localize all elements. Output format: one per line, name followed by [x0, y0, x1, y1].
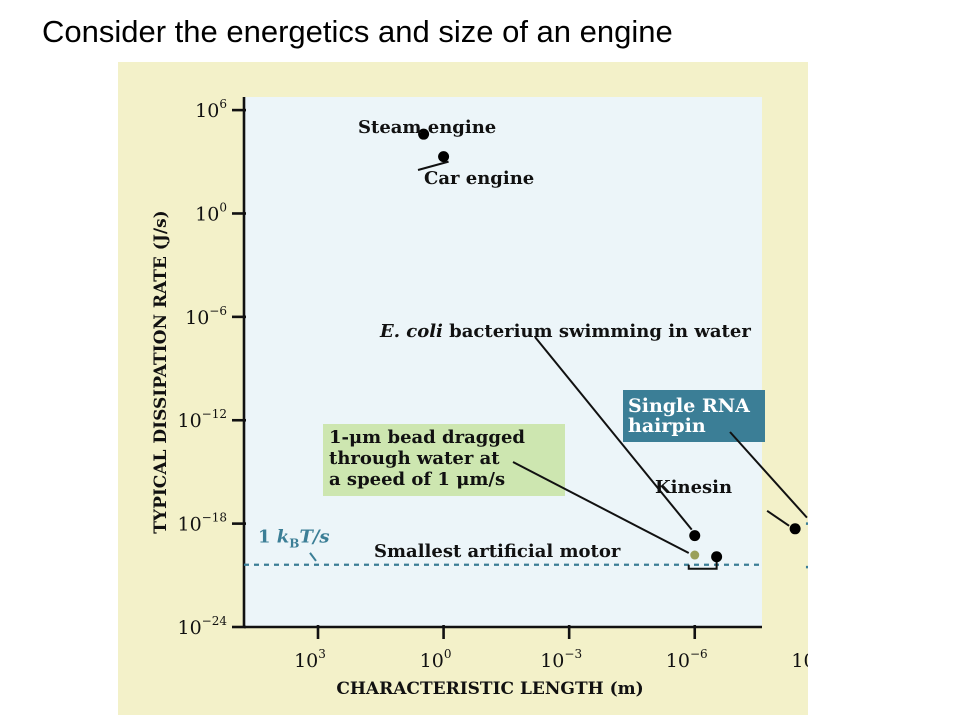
y-tick-base: 10 [195, 100, 219, 122]
y-tick-base: 10 [195, 203, 219, 225]
y-tick-base: 10 [185, 307, 209, 329]
rna-label-line2: hairpin [628, 415, 706, 437]
x-tick-base: 10 [791, 650, 808, 672]
y-tick-label: 10−18 [177, 511, 227, 536]
y-axis-label: TYPICAL DISSIPATION RATE (J/s) [151, 210, 171, 533]
car-engine-leader [417, 160, 449, 171]
steam-engine-point [418, 128, 430, 140]
reference-line-group: 1 kBT/s [244, 527, 762, 566]
smallest-motor-point [711, 551, 723, 563]
kinesin-label: Kinesin [655, 477, 732, 498]
kbt-reference-label: 1 kBT/s [258, 527, 330, 551]
x-tick-label: 103 [294, 647, 326, 672]
y-tick-base: 10 [177, 410, 201, 432]
y-tick-exponent: −18 [202, 511, 227, 525]
data-marks [418, 128, 808, 569]
y-tick-label: 100 [195, 200, 227, 225]
e-coli-leader [534, 336, 693, 531]
kbt-label-leader [309, 552, 317, 562]
y-tick-exponent: −24 [202, 614, 228, 628]
x-tick-exponent: 0 [444, 647, 452, 661]
y-tick-label: 106 [195, 97, 227, 122]
kbt-label-prefix: 1 [258, 527, 277, 548]
bead-label-line3: a speed of 1 μm/s [329, 469, 505, 490]
y-tick-exponent: −12 [202, 407, 227, 421]
x-tick-label: 10−9 [791, 647, 808, 672]
e-coli-point [689, 530, 701, 542]
bead-leader [512, 461, 690, 554]
x-tick-base: 10 [540, 650, 564, 672]
e-coli-label-italic: E. coli [379, 321, 443, 342]
e-coli-label: E. coli bacterium swimming in water [379, 321, 751, 342]
y-tick-label: 10−12 [177, 407, 227, 432]
x-tick-base: 10 [666, 650, 690, 672]
y-tick-base: 10 [177, 617, 201, 639]
x-tick-exponent: 3 [318, 647, 326, 661]
rna-label-box [623, 390, 765, 442]
x-axis-label: CHARACTERISTIC LENGTH (m) [336, 679, 643, 699]
y-tick-label: 10−24 [177, 614, 227, 639]
x-tick-exponent: −3 [564, 647, 582, 661]
kinesin-leader [766, 509, 790, 527]
x-tick-exponent: −6 [690, 647, 708, 661]
x-tick-base: 10 [420, 650, 444, 672]
x-tick-label: 10−3 [540, 647, 582, 672]
bead-label-box [323, 424, 565, 496]
y-tick-exponent: 0 [219, 200, 227, 214]
bead-point [690, 550, 700, 560]
leader-lines [417, 160, 808, 570]
kinesin-point [789, 523, 801, 535]
rna-label-line1: Single RNA [628, 395, 750, 417]
kbt-label-k: k [277, 527, 289, 548]
car-engine-label: Car engine [424, 168, 534, 189]
x-tick-base: 10 [294, 650, 318, 672]
plot-area [244, 97, 762, 627]
rna-leader [729, 431, 808, 519]
smallest-motor-bracket [687, 560, 718, 570]
e-coli-label-rest: bacterium swimming in water [443, 321, 751, 342]
x-tick-label: 100 [420, 647, 452, 672]
car-engine-point [438, 151, 450, 163]
x-tick-label: 10−6 [666, 647, 708, 672]
y-tick-label: 10−6 [185, 304, 227, 329]
bead-label-line1: 1-μm bead dragged [329, 427, 525, 448]
y-tick-base: 10 [177, 514, 201, 536]
steam-engine-label: Steam engine [358, 117, 496, 138]
slide-title: Consider the energetics and size of an e… [42, 14, 673, 49]
annotation-boxes [323, 390, 765, 496]
y-tick-exponent: −6 [209, 304, 227, 318]
y-tick-exponent: 6 [219, 97, 227, 111]
kbt-label-sub: B [289, 537, 299, 551]
bead-label-line2: through water at [329, 448, 500, 469]
smallest-motor-label: Smallest artificial motor [374, 541, 621, 562]
axis-labels: CHARACTERISTIC LENGTH (m) TYPICAL DISSIPA… [151, 210, 644, 699]
annotation-labels: Steam engine Car engine E. coli bacterium … [329, 117, 751, 562]
kbt-label-rest: T/s [299, 527, 329, 548]
